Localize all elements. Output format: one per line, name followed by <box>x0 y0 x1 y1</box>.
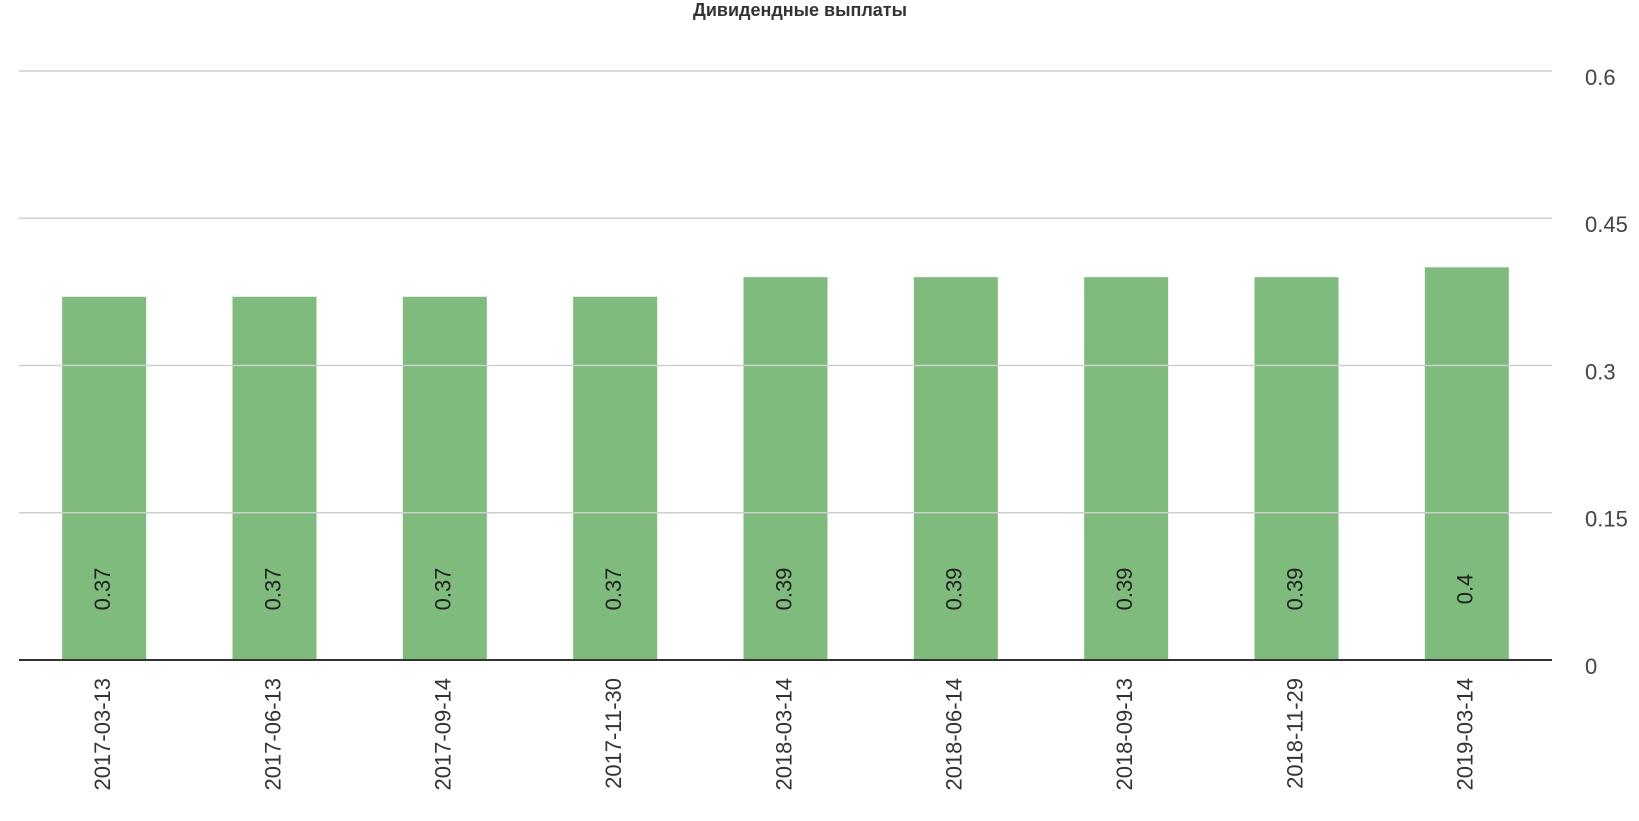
value-label: 0.37 <box>260 568 285 611</box>
x-tick-label: 2017-06-13 <box>260 678 285 791</box>
bar <box>1084 277 1169 660</box>
y-tick-label: 0.6 <box>1585 65 1616 90</box>
y-tick-label: 0 <box>1585 654 1597 679</box>
bar <box>1254 277 1339 660</box>
y-tick-label: 0.45 <box>1585 212 1628 237</box>
bar <box>402 296 487 660</box>
value-label: 0.39 <box>1112 568 1137 611</box>
value-label: 0.37 <box>601 568 626 611</box>
x-tick-label: 2018-03-14 <box>771 678 796 791</box>
value-label: 0.37 <box>90 568 115 611</box>
x-tick-label: 2017-03-13 <box>90 678 115 791</box>
value-label: 0.39 <box>1282 568 1307 611</box>
bar <box>232 296 317 660</box>
x-tick-label: 2018-11-29 <box>1282 678 1307 789</box>
bar <box>743 277 828 660</box>
x-tick-label: 2019-03-14 <box>1453 678 1478 791</box>
value-label: 0.39 <box>942 568 967 611</box>
bar <box>1424 267 1509 660</box>
x-tick-label: 2017-11-30 <box>601 678 626 789</box>
x-tick-label: 2018-06-14 <box>942 678 967 791</box>
value-label: 0.37 <box>431 568 456 611</box>
x-tick-label: 2018-09-13 <box>1112 678 1137 791</box>
y-tick-label: 0.3 <box>1585 359 1616 384</box>
bar <box>913 277 998 660</box>
x-tick-label: 2017-09-14 <box>431 678 456 791</box>
bar <box>62 296 147 660</box>
bar <box>573 296 658 660</box>
value-label: 0.4 <box>1453 574 1478 605</box>
value-label: 0.39 <box>771 568 796 611</box>
chart-title: Дивидендные выплаты <box>693 0 907 20</box>
y-tick-label: 0.15 <box>1585 507 1628 532</box>
